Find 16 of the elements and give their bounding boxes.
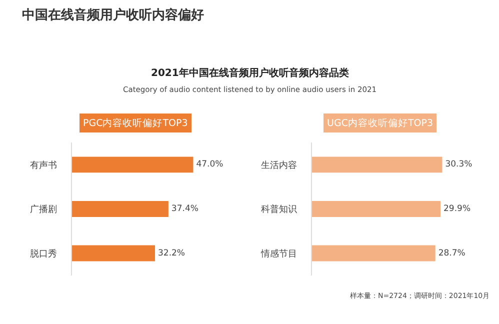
y-tick-label: 科普知识 [261, 204, 298, 216]
data-label: 47.0% [196, 160, 224, 170]
y-tick-label: 生活内容 [261, 160, 298, 171]
y-tick-label: 有声书 [30, 160, 58, 171]
data-label: 30.3% [445, 160, 472, 170]
chart-title: PGC内容收听偏好TOP3 [83, 117, 188, 129]
chart-title: UGC内容收听偏好TOP3 [327, 117, 434, 129]
y-tick-label: 情感节目 [260, 248, 298, 260]
data-label: 28.7% [438, 248, 466, 258]
data-label: 29.9% [444, 204, 471, 214]
data-label: 32.2% [158, 248, 186, 258]
data-label: 37.4% [171, 204, 198, 214]
y-tick-label: 广播剧 [30, 204, 58, 216]
y-tick-label: 脱口秀 [30, 248, 58, 260]
text: 2021年中国在线音频用户收听音频内容品类 [151, 67, 349, 79]
text: 中国在线音频用户收听内容偏好 [22, 7, 204, 23]
